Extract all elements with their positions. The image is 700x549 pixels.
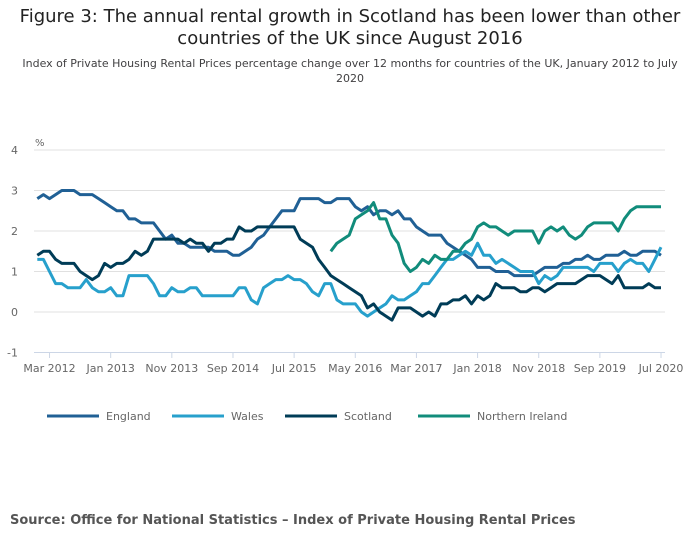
series-line-scotland — [36, 225, 661, 322]
series-line-northern-ireland — [329, 201, 661, 273]
y-tick-label: 1 — [11, 266, 18, 279]
y-axis-unit: % — [35, 138, 45, 149]
x-tick-label: Jan 2018 — [452, 362, 501, 375]
y-tick-label: 4 — [11, 144, 18, 157]
legend-label: Scotland — [344, 410, 392, 423]
legend-label: Wales — [231, 410, 264, 423]
x-tick-label: Sep 2014 — [207, 362, 259, 375]
x-tick-label: Jan 2013 — [85, 362, 134, 375]
x-tick-label: Nov 2018 — [512, 362, 565, 375]
x-tick-label: Mar 2012 — [23, 362, 75, 375]
series-line-wales — [37, 241, 663, 318]
legend-label: England — [106, 410, 151, 423]
y-tick-label: -1 — [7, 347, 18, 360]
chart-title: Figure 3: The annual rental growth in Sc… — [19, 6, 681, 49]
legend-label: Northern Ireland — [477, 410, 567, 423]
x-tick-label: Jul 2020 — [638, 362, 684, 375]
y-tick-label: 3 — [11, 185, 18, 198]
x-tick-label: Sep 2019 — [574, 362, 626, 375]
x-tick-label: Mar 2017 — [390, 362, 442, 375]
source-note: Source: Office for National Statistics –… — [10, 513, 576, 528]
y-tick-label: 2 — [11, 225, 18, 238]
y-tick-label: 0 — [11, 306, 18, 319]
chart-subtitle: Index of Private Housing Rental Prices p… — [22, 57, 678, 85]
x-tick-label: May 2016 — [328, 362, 382, 375]
series-line-england — [36, 189, 662, 278]
line-chart: 4 3 2 1 0 -1% Mar 2012 Jan 2013 Nov 2013 Sep 2014… — [7, 138, 684, 423]
x-tick-label: Jul 2015 — [271, 362, 317, 375]
x-tick-label: Nov 2013 — [145, 362, 198, 375]
